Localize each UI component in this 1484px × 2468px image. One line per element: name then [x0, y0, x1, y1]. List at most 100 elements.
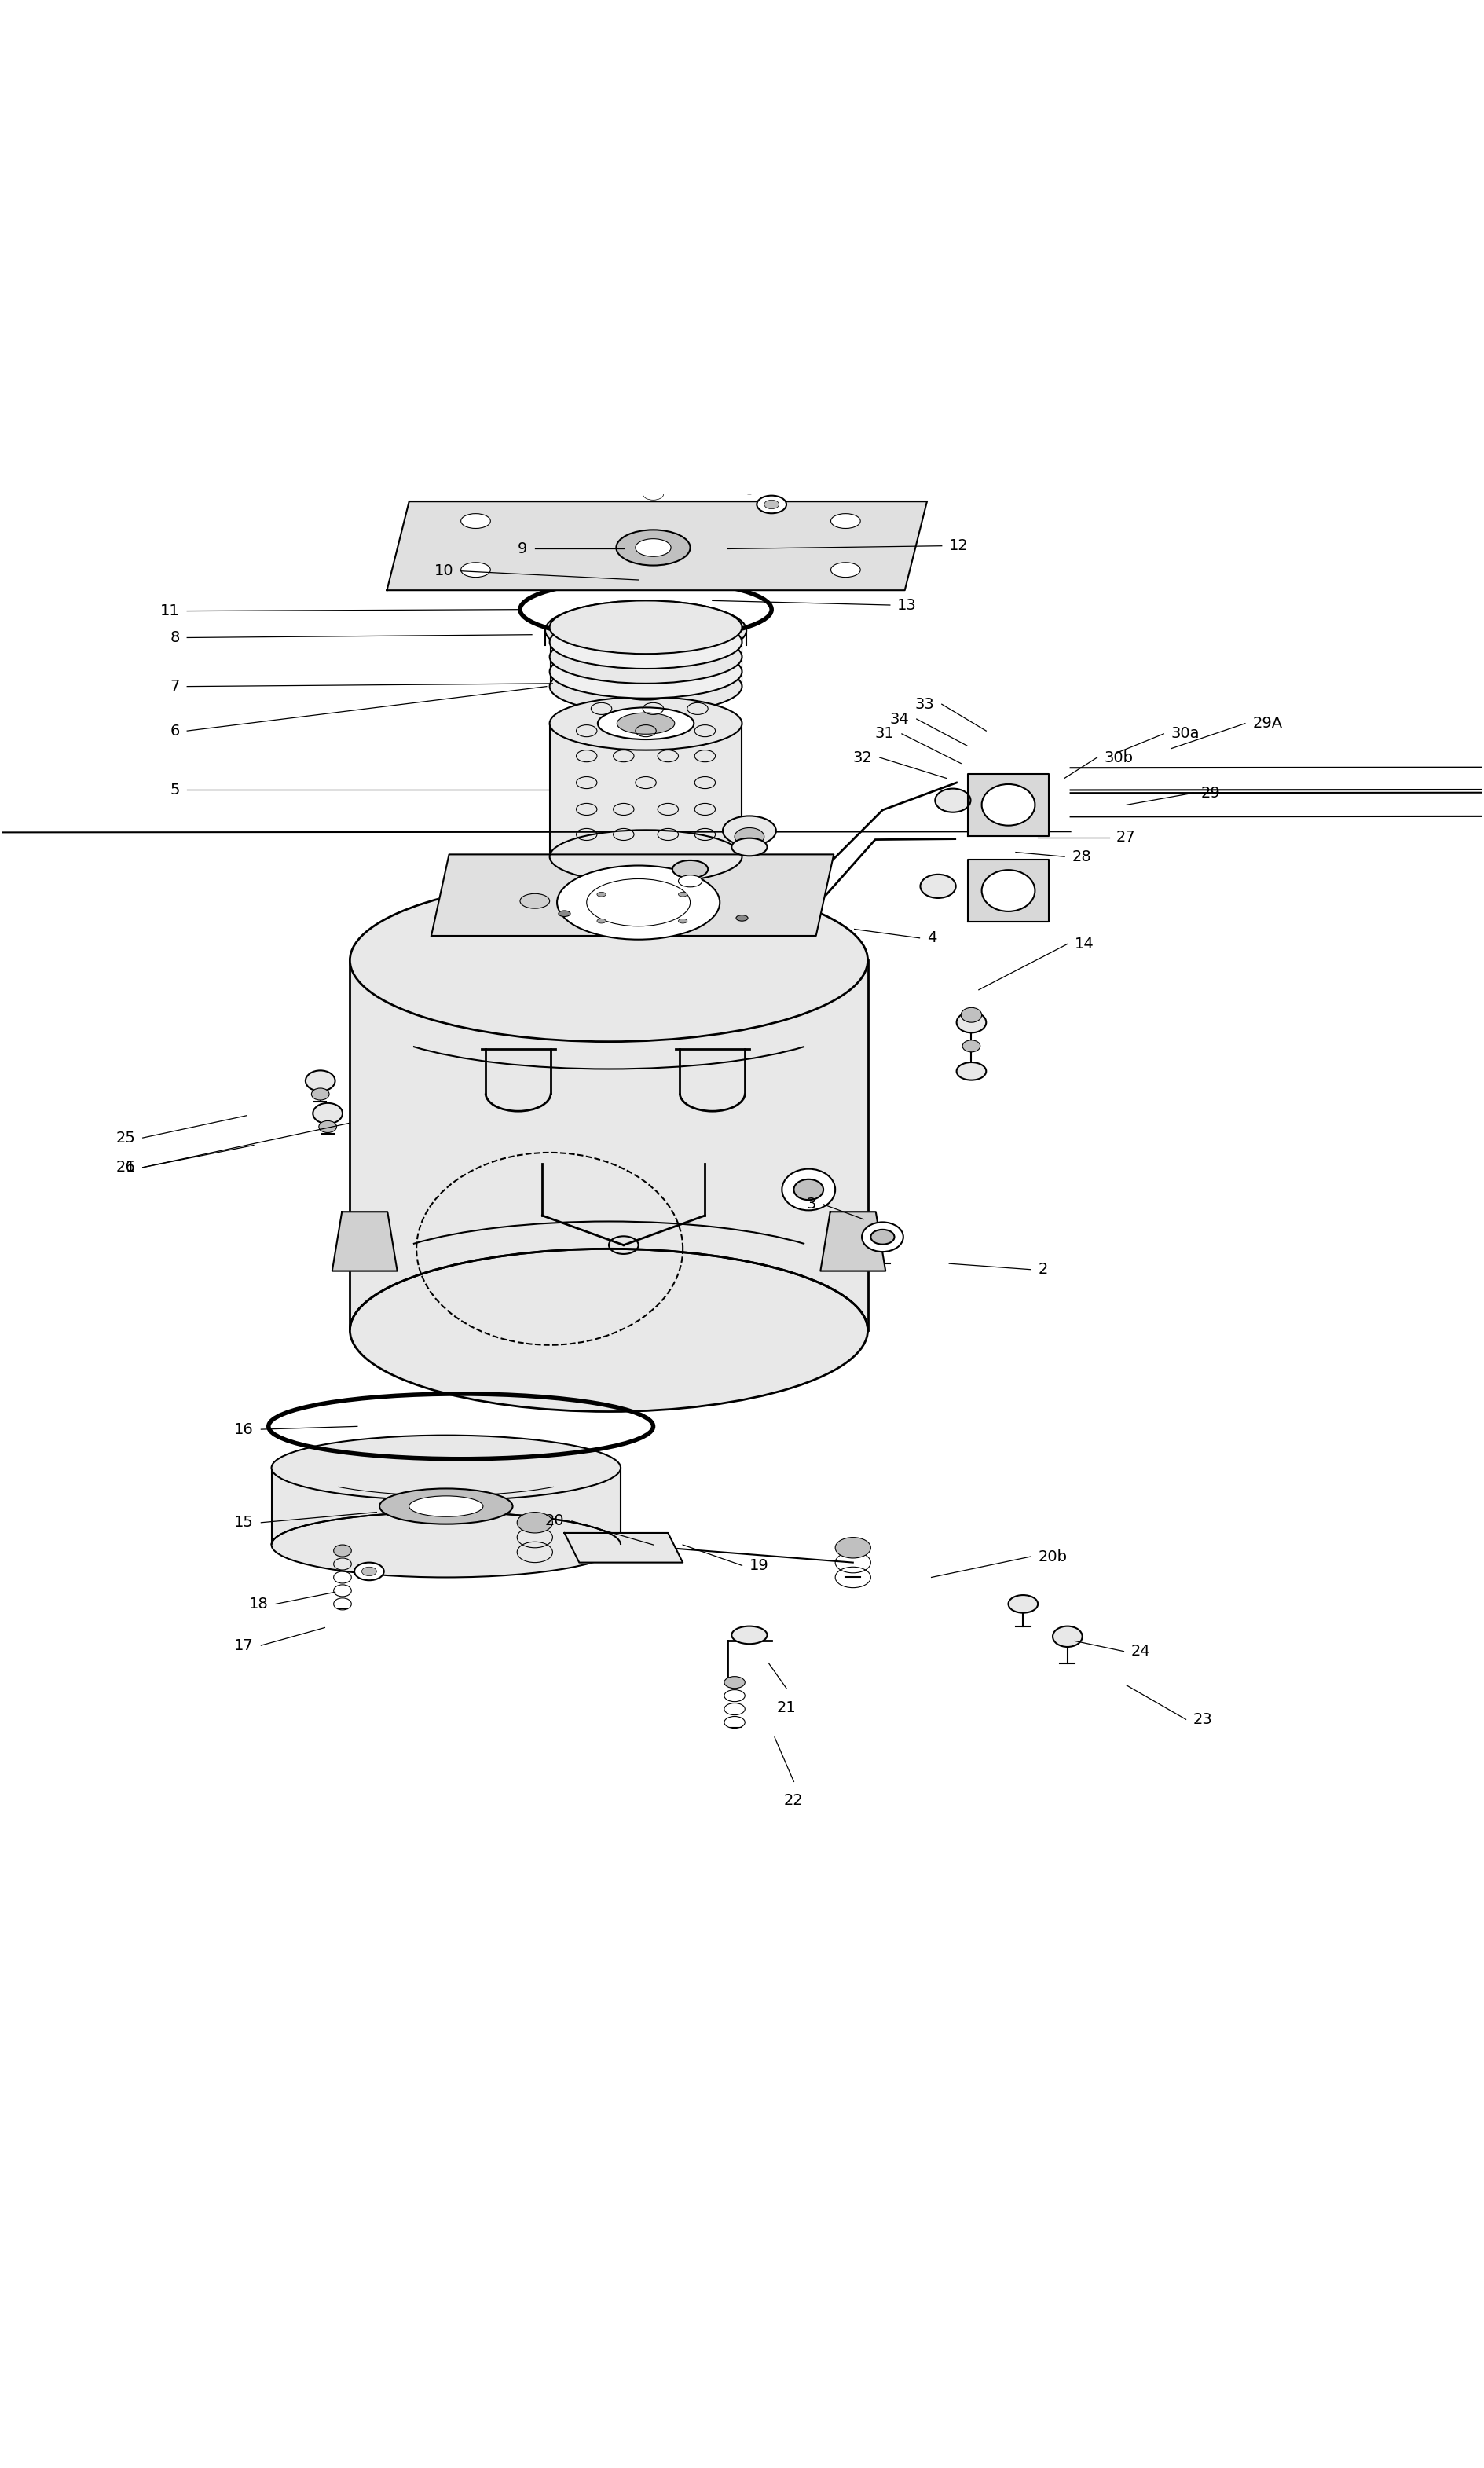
Ellipse shape [831, 563, 861, 578]
Ellipse shape [549, 615, 742, 669]
Ellipse shape [272, 1513, 620, 1577]
Ellipse shape [617, 713, 675, 733]
Ellipse shape [835, 1538, 871, 1557]
Text: 4: 4 [928, 930, 936, 945]
Text: 8: 8 [171, 629, 180, 644]
Text: 32: 32 [853, 750, 873, 765]
Ellipse shape [616, 612, 677, 649]
Ellipse shape [462, 563, 490, 578]
Ellipse shape [794, 1180, 824, 1199]
Ellipse shape [462, 513, 490, 528]
Ellipse shape [736, 916, 748, 921]
Ellipse shape [935, 790, 971, 812]
Text: 13: 13 [898, 597, 917, 612]
Text: 21: 21 [776, 1700, 795, 1715]
Ellipse shape [355, 1562, 384, 1580]
Text: 16: 16 [234, 1422, 254, 1436]
Ellipse shape [782, 1170, 835, 1209]
Text: 22: 22 [784, 1794, 803, 1809]
Ellipse shape [957, 1012, 987, 1032]
Ellipse shape [312, 1088, 329, 1101]
Text: 20b: 20b [1037, 1550, 1067, 1565]
Text: 33: 33 [916, 696, 935, 711]
Ellipse shape [920, 874, 956, 898]
Text: 1: 1 [126, 1160, 135, 1175]
Polygon shape [387, 501, 928, 590]
Ellipse shape [871, 1229, 895, 1244]
Ellipse shape [678, 918, 687, 923]
Ellipse shape [738, 457, 761, 471]
Ellipse shape [556, 866, 720, 940]
Ellipse shape [549, 629, 742, 684]
Polygon shape [968, 775, 1049, 837]
Ellipse shape [963, 1039, 981, 1051]
Text: 28: 28 [1071, 849, 1091, 864]
Text: 11: 11 [160, 605, 180, 619]
Text: 14: 14 [1074, 935, 1094, 950]
Text: 7: 7 [171, 679, 180, 694]
Text: 12: 12 [950, 538, 969, 553]
Text: 15: 15 [234, 1515, 254, 1530]
Ellipse shape [549, 696, 742, 750]
Ellipse shape [519, 893, 549, 908]
Ellipse shape [313, 1103, 343, 1123]
Ellipse shape [589, 457, 613, 471]
Text: 31: 31 [876, 726, 895, 740]
Ellipse shape [635, 474, 671, 494]
Ellipse shape [678, 891, 687, 896]
Polygon shape [432, 854, 834, 935]
Ellipse shape [1052, 1626, 1082, 1646]
Text: 6: 6 [171, 723, 180, 738]
Ellipse shape [272, 1436, 620, 1501]
Ellipse shape [982, 869, 1034, 911]
Polygon shape [350, 960, 868, 1330]
Ellipse shape [549, 600, 742, 654]
Ellipse shape [757, 496, 787, 513]
Ellipse shape [678, 876, 702, 886]
Text: 24: 24 [1131, 1644, 1150, 1658]
Ellipse shape [732, 839, 767, 856]
Ellipse shape [723, 817, 776, 847]
Ellipse shape [862, 1222, 904, 1251]
Text: 25: 25 [116, 1130, 135, 1145]
Ellipse shape [635, 538, 671, 555]
Ellipse shape [732, 1626, 767, 1644]
Text: 17: 17 [234, 1639, 254, 1654]
Text: 29A: 29A [1252, 716, 1282, 731]
Ellipse shape [362, 1567, 377, 1577]
Text: 30a: 30a [1171, 726, 1199, 740]
Ellipse shape [672, 861, 708, 879]
Ellipse shape [962, 1007, 982, 1022]
Ellipse shape [306, 1071, 335, 1091]
Ellipse shape [516, 1513, 552, 1533]
Ellipse shape [549, 829, 742, 884]
Polygon shape [549, 723, 742, 856]
Ellipse shape [549, 644, 742, 698]
Ellipse shape [598, 708, 695, 740]
Text: 27: 27 [1116, 829, 1135, 844]
Ellipse shape [643, 489, 663, 501]
Text: 5: 5 [171, 782, 180, 797]
Ellipse shape [982, 785, 1034, 827]
Text: 9: 9 [518, 540, 527, 555]
Ellipse shape [831, 513, 861, 528]
Polygon shape [332, 1212, 398, 1271]
Ellipse shape [724, 1676, 745, 1688]
Text: 26: 26 [116, 1160, 135, 1175]
Ellipse shape [1008, 1594, 1037, 1614]
Ellipse shape [545, 600, 746, 659]
Text: 34: 34 [890, 711, 910, 726]
Text: 19: 19 [749, 1557, 769, 1572]
Polygon shape [821, 1212, 886, 1271]
Text: 10: 10 [435, 563, 454, 578]
Polygon shape [272, 1468, 620, 1545]
Ellipse shape [350, 879, 868, 1041]
Text: 18: 18 [249, 1597, 269, 1612]
Text: 20: 20 [545, 1513, 564, 1528]
Ellipse shape [334, 1545, 352, 1557]
Ellipse shape [319, 1120, 337, 1133]
Text: 30b: 30b [1104, 750, 1134, 765]
Ellipse shape [957, 1061, 987, 1081]
Ellipse shape [350, 1249, 868, 1412]
Text: 29: 29 [1201, 785, 1220, 800]
